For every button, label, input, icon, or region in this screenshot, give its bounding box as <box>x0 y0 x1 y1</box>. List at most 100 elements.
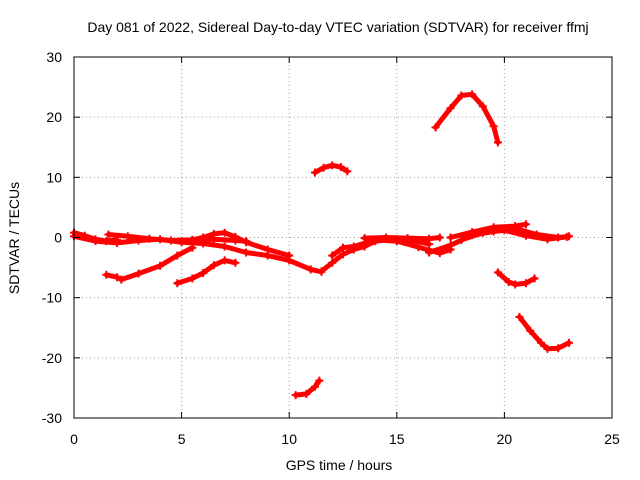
data-point <box>242 248 251 257</box>
data-point <box>311 168 320 177</box>
data-point <box>403 234 412 243</box>
data-point <box>500 226 509 235</box>
data-point <box>242 238 251 247</box>
series-arc-17 <box>517 314 572 352</box>
data-point <box>431 123 440 132</box>
data-point <box>156 261 165 270</box>
data-point <box>530 274 539 283</box>
data-point <box>521 279 530 288</box>
data-point <box>564 338 573 347</box>
data-point <box>446 104 455 113</box>
y-tick-label: -10 <box>42 290 62 306</box>
data-point <box>478 102 487 111</box>
data-point <box>435 233 444 242</box>
data-point <box>336 163 345 172</box>
x-axis-label: GPS time / hours <box>286 457 393 473</box>
data-point <box>199 233 208 242</box>
data-point <box>220 256 229 265</box>
data-point <box>543 344 552 353</box>
y-tick-label: 0 <box>54 230 62 246</box>
data-point <box>521 220 530 229</box>
data-point <box>319 163 328 172</box>
data-point <box>134 269 143 278</box>
tick-layer: 0 5 10 15 20 25 -30 -20 -10 0 10 20 30 <box>42 49 620 447</box>
data-point <box>489 122 498 131</box>
data-point <box>220 228 229 237</box>
x-tick-label: 0 <box>70 431 78 447</box>
data-point <box>231 258 240 267</box>
data-point <box>315 376 324 385</box>
data-point <box>173 279 182 288</box>
data-point <box>562 232 571 241</box>
y-axis-label: SDTVAR / TECUs <box>6 182 22 294</box>
y-tick-label: 20 <box>46 109 62 125</box>
data-point <box>188 274 197 283</box>
y-tick-label: 30 <box>46 49 62 65</box>
data-point <box>188 235 197 244</box>
data-point <box>102 270 111 279</box>
data-point <box>457 235 466 244</box>
data-point <box>113 273 122 282</box>
data-point <box>317 267 326 276</box>
data-point <box>263 245 272 254</box>
data-point <box>446 233 455 242</box>
data-point <box>177 237 186 246</box>
data-point <box>468 90 477 99</box>
data-point <box>104 230 113 239</box>
series-arc-12 <box>433 91 501 145</box>
grid-layer <box>74 57 612 418</box>
x-tick-label: 25 <box>604 431 620 447</box>
data-point <box>199 268 208 277</box>
data-point <box>425 248 434 257</box>
data-point <box>493 138 502 147</box>
data-point <box>515 312 524 321</box>
data-point <box>504 278 513 287</box>
data-point <box>343 167 352 176</box>
data-point <box>521 231 530 240</box>
x-tick-label: 10 <box>281 431 297 447</box>
y-tick-label: -30 <box>42 410 62 426</box>
data-point <box>339 243 347 252</box>
data-point <box>328 161 337 170</box>
series-arc-4 <box>103 245 195 283</box>
y-tick-label: 10 <box>46 169 62 185</box>
data-point <box>166 236 175 245</box>
data-point <box>145 234 154 243</box>
data-point <box>526 326 535 335</box>
data-point <box>360 234 369 243</box>
data-point <box>543 235 552 244</box>
x-tick-label: 20 <box>497 431 513 447</box>
data-point <box>478 228 487 237</box>
data-point <box>123 232 132 241</box>
data-point <box>511 280 520 289</box>
data-point <box>302 389 311 398</box>
data-point <box>311 382 320 391</box>
y-tick-label: -20 <box>42 350 62 366</box>
x-tick-label: 15 <box>389 431 405 447</box>
data-point <box>446 241 455 250</box>
data-point <box>188 243 197 252</box>
data-point <box>328 251 337 260</box>
data-point <box>382 233 391 242</box>
data-point <box>536 338 545 347</box>
data-point <box>117 275 126 284</box>
series-arc-5 <box>174 257 238 286</box>
data-point <box>425 234 434 243</box>
data-point <box>511 222 520 231</box>
data-point <box>457 91 466 100</box>
data-point <box>220 242 229 251</box>
series-layer <box>70 90 573 400</box>
data-point <box>285 251 294 260</box>
data-point <box>209 229 218 238</box>
data-point <box>554 344 563 353</box>
data-point <box>91 237 100 246</box>
data-point <box>231 232 240 241</box>
data-point <box>209 261 218 270</box>
data-point <box>173 251 182 260</box>
data-point <box>493 268 502 277</box>
data-point <box>328 258 337 267</box>
data-point <box>113 238 122 247</box>
data-point <box>291 391 300 400</box>
series-arc-8 <box>293 378 322 398</box>
